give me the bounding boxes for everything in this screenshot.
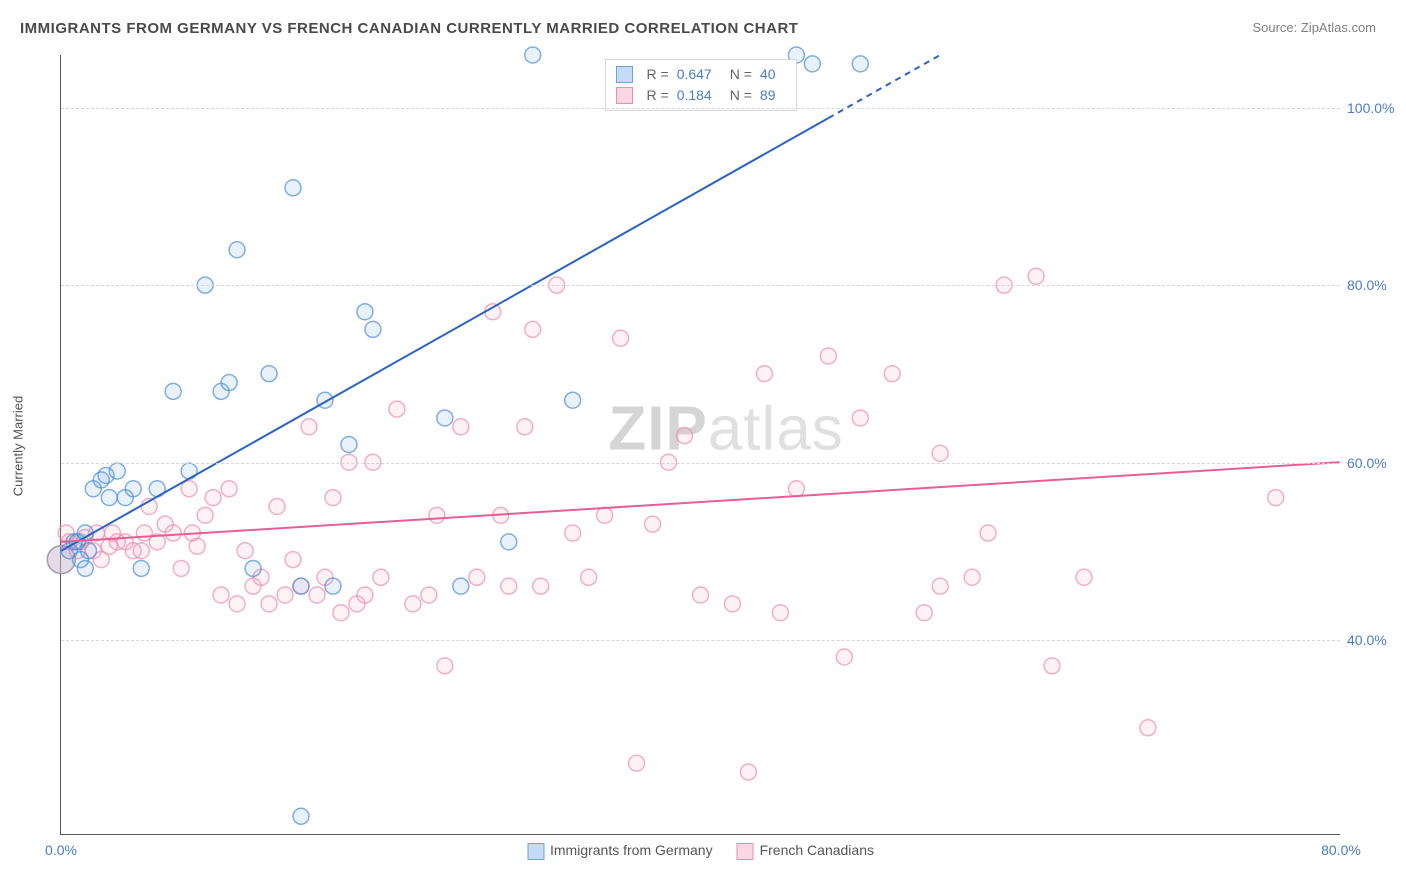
source-attribution: Source: ZipAtlas.com (1252, 20, 1376, 35)
stats-row-french: R = 0.184 N = 89 (616, 85, 786, 106)
gridline (61, 463, 1340, 464)
x-tick-label: 80.0% (1321, 842, 1361, 858)
legend-swatch-french (737, 843, 754, 860)
legend-item-germany: Immigrants from Germany (527, 842, 713, 860)
correlation-stats-box: R = 0.647 N = 40 R = 0.184 N = 89 (605, 59, 797, 111)
legend-item-french: French Canadians (737, 842, 874, 860)
y-tick-label: 80.0% (1347, 277, 1402, 293)
y-tick-label: 40.0% (1347, 632, 1402, 648)
x-tick-label: 0.0% (45, 842, 77, 858)
chart-title: IMMIGRANTS FROM GERMANY VS FRENCH CANADI… (20, 20, 798, 37)
swatch-french (616, 87, 633, 104)
legend-swatch-germany (527, 843, 544, 860)
scatter-plot-svg (61, 55, 1340, 834)
swatch-germany (616, 66, 633, 83)
gridline (61, 285, 1340, 286)
y-tick-label: 60.0% (1347, 455, 1402, 471)
gridline (61, 640, 1340, 641)
y-tick-label: 100.0% (1347, 100, 1402, 116)
legend-bottom: Immigrants from Germany French Canadians (527, 842, 874, 860)
y-axis-label: Currently Married (11, 396, 26, 496)
gridline (61, 108, 1340, 109)
chart-plot-area: ZIPatlas R = 0.647 N = 40 R = 0.184 N = … (60, 55, 1340, 835)
stats-row-germany: R = 0.647 N = 40 (616, 64, 786, 85)
